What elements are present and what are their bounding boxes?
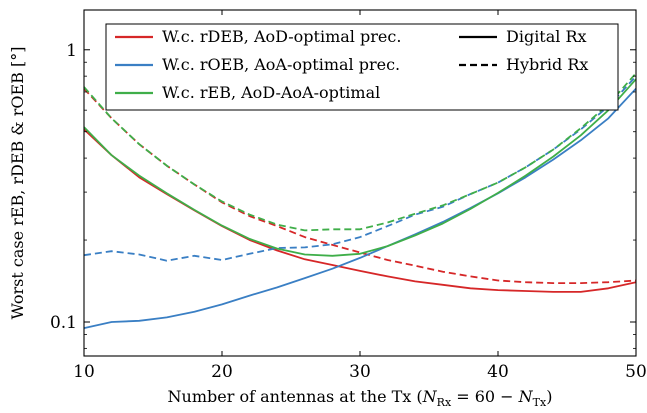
x-axis-label: Number of antennas at the Tx (NRx = 60 −… [168, 387, 553, 409]
x-tick-label: 40 [487, 362, 509, 382]
legend: W.c. rDEB, AoD-optimal prec. W.c. rOEB, A… [105, 23, 619, 111]
y-axis-label: Worst case rEB, rDEB & rOEB [°] [8, 47, 27, 320]
y-tick-label: 1 [66, 41, 77, 61]
x-axis-label-n-rx: N [422, 387, 438, 406]
series-layer [83, 72, 637, 329]
x-tick-label: 30 [349, 362, 371, 382]
x-tick-label: 50 [625, 362, 647, 382]
legend-label-3: Digital Rx [506, 27, 587, 46]
series-line-3 [83, 75, 637, 262]
legend-label-2: W.c. rEB, AoD-AoA-optimal [162, 83, 380, 102]
x-axis-label-close: ) [546, 387, 552, 406]
legend-box [105, 23, 619, 111]
series-line-4 [83, 78, 637, 257]
series-line-5 [83, 72, 637, 232]
y-tick-label: 0.1 [50, 313, 77, 333]
x-tick-label: 10 [73, 362, 95, 382]
ticks-layer: 10 20 30 40 50 0.1 1 [50, 10, 647, 382]
x-axis-label-n-tx: N [518, 387, 534, 406]
x-axis-label-tx-sub: Tx [533, 396, 547, 409]
legend-label-4: Hybrid Rx [506, 55, 588, 74]
series-line-2 [83, 87, 637, 329]
x-axis-label-rx-sub: Rx [437, 396, 452, 409]
legend-items: W.c. rDEB, AoD-optimal prec. W.c. rOEB, A… [115, 27, 588, 102]
x-tick-label: 20 [211, 362, 233, 382]
legend-label-0: W.c. rDEB, AoD-optimal prec. [162, 27, 401, 46]
x-axis-label-eq: = 60 − [451, 387, 519, 406]
legend-label-1: W.c. rOEB, AoA-optimal prec. [162, 55, 400, 74]
x-axis-label-text: Number of antennas at the Tx ( [168, 387, 423, 406]
